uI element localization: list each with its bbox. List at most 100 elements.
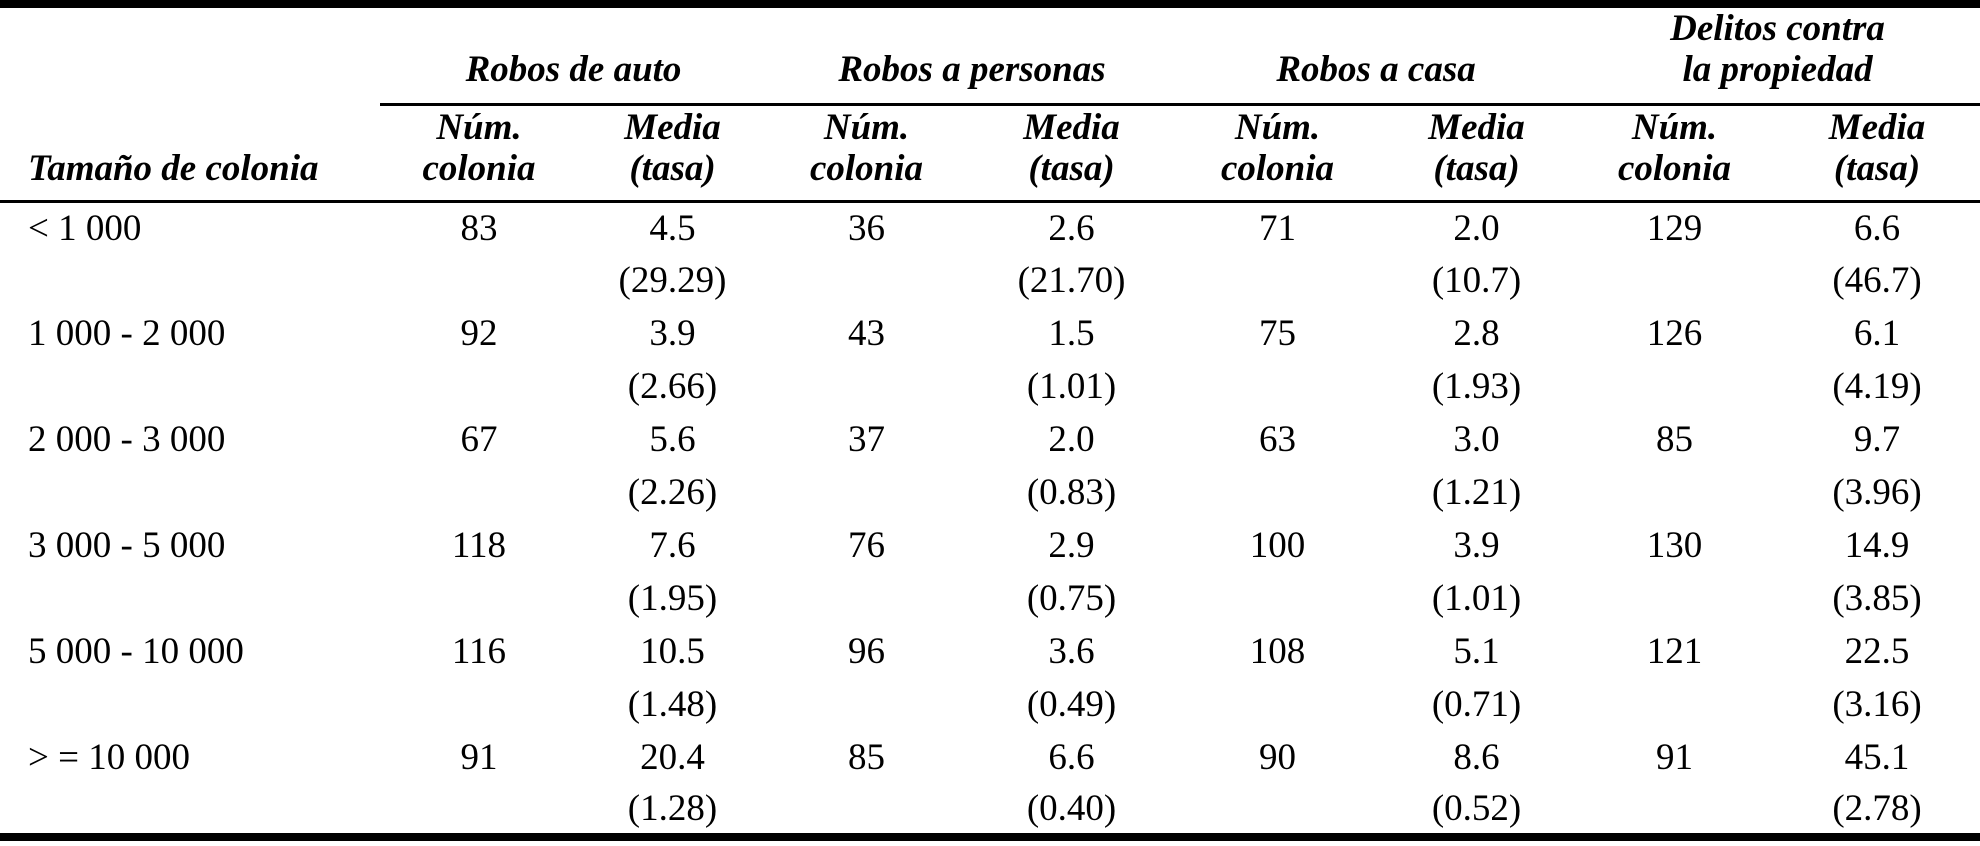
column-header-num-colonia: Núm. colonia bbox=[1177, 104, 1379, 203]
data-cell: 45.1 bbox=[1844, 737, 1910, 779]
column-header-num-colonia: Núm. colonia bbox=[380, 104, 578, 203]
data-cell: 76 bbox=[848, 525, 886, 567]
data-cell: 2.8 bbox=[1453, 313, 1500, 355]
data-cell: 9.7 bbox=[1853, 419, 1901, 461]
row-label: 5 000 - 10 000 bbox=[28, 631, 244, 673]
table-row-tasa: (29.29) (21.70) (10.7) (46.7) bbox=[0, 254, 1980, 307]
tasa-cell: (1.01) bbox=[1431, 578, 1522, 620]
row-label: < 1 000 bbox=[28, 208, 142, 250]
tasa-cell: (0.52) bbox=[1431, 788, 1522, 830]
table-row-tasa: (2.26) (0.83) (1.21) (3.96) bbox=[0, 466, 1980, 519]
data-cell: 36 bbox=[848, 208, 886, 250]
row-label: 1 000 - 2 000 bbox=[28, 313, 226, 355]
data-cell: 75 bbox=[1259, 313, 1297, 355]
tasa-cell: (21.70) bbox=[1017, 260, 1126, 302]
column-header-media-tasa: Media (tasa) bbox=[578, 104, 768, 203]
data-cell: 3.9 bbox=[1453, 525, 1500, 567]
data-cell: 85 bbox=[848, 737, 886, 779]
data-cell: 83 bbox=[460, 208, 498, 250]
data-cell: 91 bbox=[460, 737, 498, 779]
row-header-label: Tamaño de colonia bbox=[0, 104, 380, 203]
table-row-tasa: (1.28) (0.40) (0.52) (2.78) bbox=[0, 784, 1980, 837]
data-cell: 121 bbox=[1646, 631, 1703, 673]
tasa-cell: (0.75) bbox=[1026, 578, 1117, 620]
data-cell: 7.6 bbox=[649, 525, 696, 567]
table-row-main: 2 000 - 3 000 67 5.6 37 2.0 63 3.0 85 9.… bbox=[0, 413, 1980, 466]
column-header-row: Tamaño de colonia Núm. colonia Media (ta… bbox=[0, 104, 1980, 203]
data-cell: 100 bbox=[1249, 525, 1306, 567]
data-cell: 2.9 bbox=[1048, 525, 1095, 567]
data-cell: 129 bbox=[1646, 208, 1703, 250]
data-cell: 5.1 bbox=[1453, 631, 1500, 673]
data-cell: 3.6 bbox=[1048, 631, 1095, 673]
data-cell: 6.6 bbox=[1048, 737, 1095, 779]
tasa-cell: (10.7) bbox=[1431, 260, 1522, 302]
group-header-robos-a-casa: Robos a casa bbox=[1177, 4, 1576, 106]
data-cell: 96 bbox=[848, 631, 886, 673]
data-cell: 108 bbox=[1249, 631, 1306, 673]
tasa-cell: (1.93) bbox=[1431, 366, 1522, 408]
data-cell: 92 bbox=[460, 313, 498, 355]
table-row-tasa: (1.48) (0.49) (0.71) (3.16) bbox=[0, 678, 1980, 731]
data-cell: 2.0 bbox=[1048, 419, 1095, 461]
header-corner-cell bbox=[0, 4, 380, 104]
data-cell: 43 bbox=[848, 313, 886, 355]
tasa-cell: (29.29) bbox=[618, 260, 727, 302]
data-cell: 14.9 bbox=[1844, 525, 1910, 567]
tasa-cell: (3.96) bbox=[1832, 472, 1922, 514]
data-cell: 10.5 bbox=[640, 631, 705, 673]
data-cell: 91 bbox=[1656, 737, 1694, 779]
group-header-robos-a-personas: Robos a personas bbox=[767, 4, 1178, 106]
column-header-num-colonia: Núm. colonia bbox=[767, 104, 967, 203]
column-header-media-tasa: Media (tasa) bbox=[1378, 104, 1576, 203]
data-cell: 22.5 bbox=[1844, 631, 1910, 673]
table-row-main: 3 000 - 5 000 118 7.6 76 2.9 100 3.9 130… bbox=[0, 519, 1980, 572]
data-cell: 85 bbox=[1656, 419, 1694, 461]
tasa-cell: (3.85) bbox=[1832, 578, 1922, 620]
group-header-row: Robos de auto Robos a personas Robos a c… bbox=[0, 4, 1980, 106]
data-cell: 1.5 bbox=[1048, 313, 1095, 355]
table-row-main: 1 000 - 2 000 92 3.9 43 1.5 75 2.8 126 6… bbox=[0, 307, 1980, 360]
table-header: Robos de auto Robos a personas Robos a c… bbox=[0, 4, 1980, 203]
data-cell: 2.6 bbox=[1048, 208, 1095, 250]
data-cell: 3.0 bbox=[1453, 419, 1500, 461]
tasa-cell: (3.16) bbox=[1832, 684, 1922, 726]
tasa-cell: (2.66) bbox=[627, 366, 718, 408]
group-label-line: Robos a personas bbox=[838, 49, 1106, 91]
row-label: 3 000 - 5 000 bbox=[28, 525, 226, 567]
group-header-delitos-contra-la-propiedad: Delitos contra la propiedad bbox=[1575, 4, 1980, 106]
data-cell: 20.4 bbox=[640, 737, 705, 779]
data-cell: 5.6 bbox=[649, 419, 696, 461]
tasa-cell: (1.28) bbox=[627, 788, 718, 830]
data-cell: 126 bbox=[1646, 313, 1703, 355]
data-cell: 6.6 bbox=[1853, 208, 1901, 250]
data-cell: 116 bbox=[451, 631, 507, 673]
tasa-cell: (0.40) bbox=[1026, 788, 1117, 830]
row-label: > = 10 000 bbox=[28, 737, 190, 779]
tasa-cell: (0.83) bbox=[1026, 472, 1117, 514]
data-cell: 118 bbox=[451, 525, 507, 567]
group-label-line: Robos de auto bbox=[465, 49, 682, 91]
data-cell: 6.1 bbox=[1853, 313, 1901, 355]
data-cell: 37 bbox=[848, 419, 886, 461]
tasa-cell: (1.21) bbox=[1431, 472, 1522, 514]
data-cell: 8.6 bbox=[1453, 737, 1500, 779]
tasa-cell: (4.19) bbox=[1832, 366, 1922, 408]
table-row-main: < 1 000 83 4.5 36 2.6 71 2.0 129 6.6 bbox=[0, 201, 1980, 254]
table-row-tasa: (1.95) (0.75) (1.01) (3.85) bbox=[0, 572, 1980, 625]
data-cell: 130 bbox=[1646, 525, 1703, 567]
column-header-media-tasa: Media (tasa) bbox=[966, 104, 1178, 203]
column-header-media-tasa: Media (tasa) bbox=[1774, 104, 1980, 203]
table-row-main: > = 10 000 91 20.4 85 6.6 90 8.6 91 45.1 bbox=[0, 731, 1980, 784]
tasa-cell: (1.95) bbox=[627, 578, 718, 620]
tasa-cell: (1.48) bbox=[627, 684, 718, 726]
group-label-line: Delitos contra bbox=[1670, 8, 1885, 49]
row-label: 2 000 - 3 000 bbox=[28, 419, 226, 461]
tasa-cell: (0.49) bbox=[1026, 684, 1117, 726]
tasa-cell: (46.7) bbox=[1832, 260, 1922, 302]
group-label-line: Robos a casa bbox=[1276, 49, 1476, 91]
data-cell: 63 bbox=[1259, 419, 1297, 461]
data-cell: 67 bbox=[460, 419, 498, 461]
data-cell: 2.0 bbox=[1453, 208, 1500, 250]
